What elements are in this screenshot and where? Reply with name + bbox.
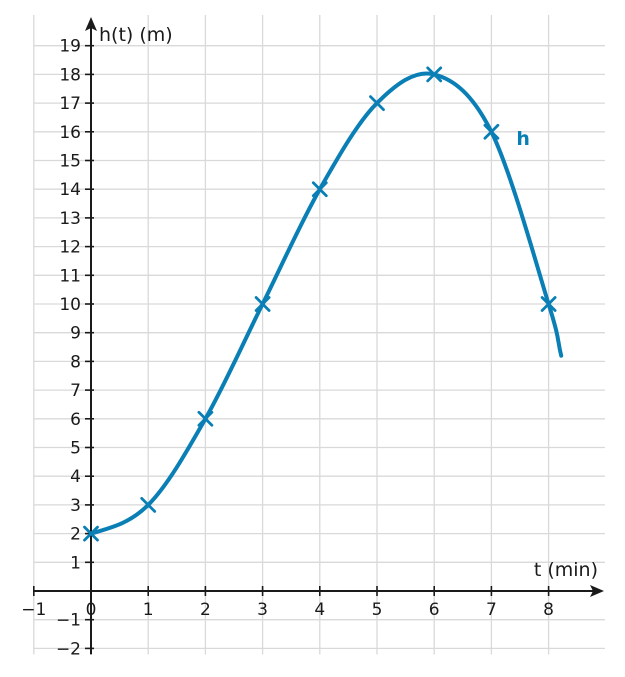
y-tick-label: 11 <box>59 266 81 286</box>
y-tick-label: 19 <box>59 37 81 57</box>
series-h-point <box>426 66 443 83</box>
x-tick-label: 7 <box>486 600 497 620</box>
y-tick-label: 1 <box>70 553 81 573</box>
x-tick-label: 4 <box>314 600 325 620</box>
y-tick-label: 13 <box>59 209 81 229</box>
series-h-point <box>369 95 385 111</box>
x-tick-label: 8 <box>543 600 554 620</box>
y-tick-label: −1 <box>56 611 81 631</box>
y-tick-label: 3 <box>70 496 81 516</box>
series-h-point <box>197 410 214 427</box>
x-tick-label: 3 <box>257 600 268 620</box>
y-tick-label: 4 <box>70 467 81 487</box>
y-tick-label: 16 <box>59 123 81 143</box>
grid <box>33 15 605 655</box>
series-h-markers <box>83 66 557 542</box>
y-axis-title: h(t) (m) <box>99 24 173 46</box>
series-h-point <box>83 525 99 542</box>
x-tick-label: −1 <box>21 600 46 620</box>
y-tick-label: 14 <box>59 180 81 200</box>
y-axis-arrow <box>85 17 97 31</box>
series-h-point <box>540 296 557 312</box>
series-h-point <box>483 123 500 140</box>
axes <box>33 17 604 655</box>
y-tick-label: 17 <box>59 94 81 114</box>
tick-labels: −1 0 1 2 3 4 5 6 7 8−2−11234567891011121314151617… <box>21 37 554 660</box>
ticks <box>32 44 550 650</box>
x-tick-label: 0 <box>86 600 97 620</box>
series-h-point <box>311 181 328 198</box>
x-tick-label: 5 <box>372 600 383 620</box>
series-h-point <box>254 296 271 312</box>
x-tick-label: 6 <box>429 600 440 620</box>
x-tick-label: 1 <box>143 600 154 620</box>
y-tick-label: 2 <box>70 525 81 545</box>
series-h-curve <box>89 71 564 536</box>
y-tick-label: 9 <box>70 324 81 344</box>
y-tick-label: 18 <box>59 65 81 85</box>
y-tick-label: 6 <box>70 410 81 430</box>
y-tick-label: 12 <box>59 238 81 258</box>
x-tick-label: 2 <box>200 600 211 620</box>
series-h-label: h <box>516 128 530 150</box>
y-tick-label: 7 <box>70 381 81 401</box>
series-h-point <box>140 496 157 513</box>
x-axis-arrow <box>590 585 604 597</box>
y-tick-label: 15 <box>59 152 81 172</box>
y-tick-label: 8 <box>70 352 81 372</box>
y-tick-label: 10 <box>59 295 81 315</box>
x-axis-title: t (min) <box>534 559 598 581</box>
y-tick-label: −2 <box>56 639 81 659</box>
y-tick-label: 5 <box>70 439 81 459</box>
